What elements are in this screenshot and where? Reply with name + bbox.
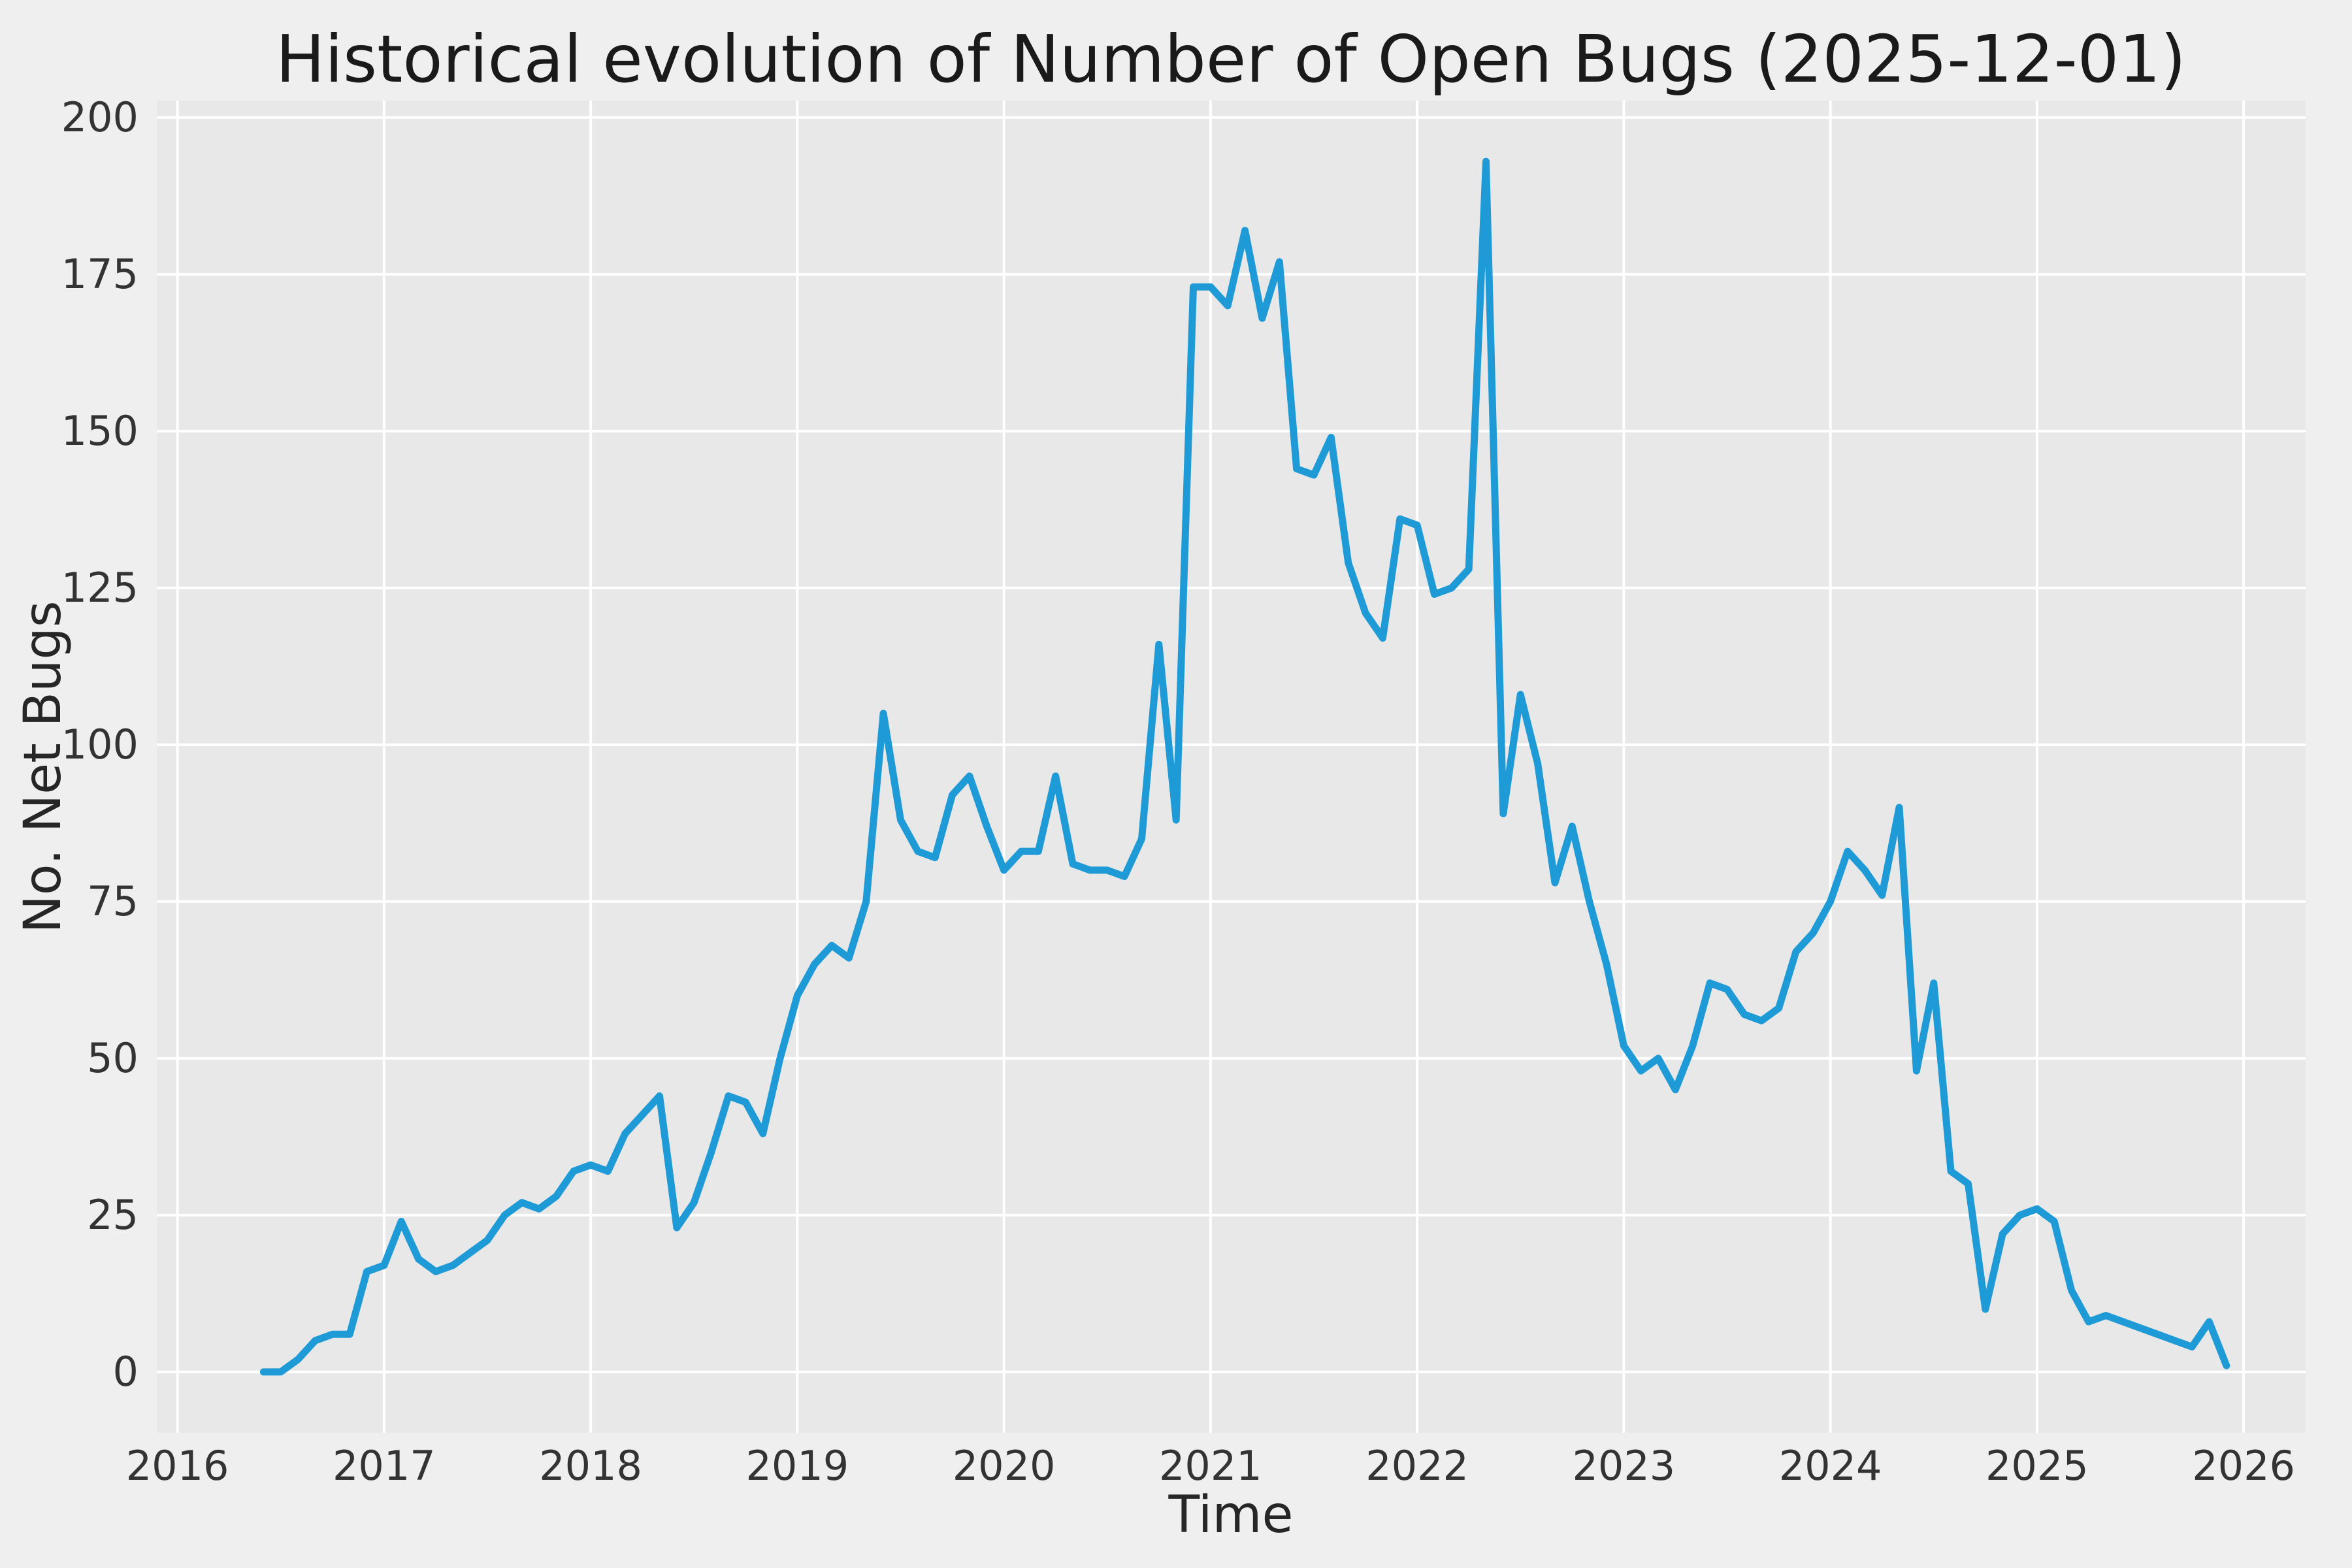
y-tick-label: 150 [61, 407, 139, 455]
x-tick-label: 2020 [953, 1442, 1056, 1490]
x-tick-label: 2025 [1985, 1442, 2089, 1490]
y-axis-label: No. Net Bugs [14, 600, 73, 933]
x-tick-label: 2018 [539, 1442, 642, 1490]
x-tick-label: 2019 [745, 1442, 849, 1490]
chart-title: Historical evolution of Number of Open B… [276, 21, 2186, 97]
y-tick-label: 0 [113, 1348, 139, 1396]
x-tick-label: 2017 [333, 1442, 436, 1490]
x-tick-label: 2016 [126, 1442, 229, 1490]
x-tick-label: 2023 [1572, 1442, 1675, 1490]
y-tick-label: 100 [61, 721, 139, 768]
x-tick-label: 2021 [1159, 1442, 1262, 1490]
y-axis-tick-labels: 0 25 50 75 100 125 150 175 200 [61, 93, 139, 1396]
x-tick-label: 2022 [1365, 1442, 1469, 1490]
gridlines [157, 101, 2306, 1433]
y-tick-label: 175 [61, 250, 139, 298]
y-tick-label: 200 [61, 93, 139, 141]
x-axis-label: Time [1168, 1486, 1294, 1544]
y-tick-label: 75 [87, 877, 139, 925]
line-series [259, 157, 2230, 1376]
x-tick-label: 2024 [1779, 1442, 1882, 1490]
y-tick-label: 25 [87, 1191, 139, 1239]
y-tick-label: 125 [61, 564, 139, 612]
y-tick-label: 50 [87, 1034, 139, 1082]
x-tick-label: 2026 [2192, 1442, 2295, 1490]
x-axis-tick-labels: 2016 2017 2018 2019 2020 2021 2022 2023 2024 2025… [126, 1442, 2295, 1490]
